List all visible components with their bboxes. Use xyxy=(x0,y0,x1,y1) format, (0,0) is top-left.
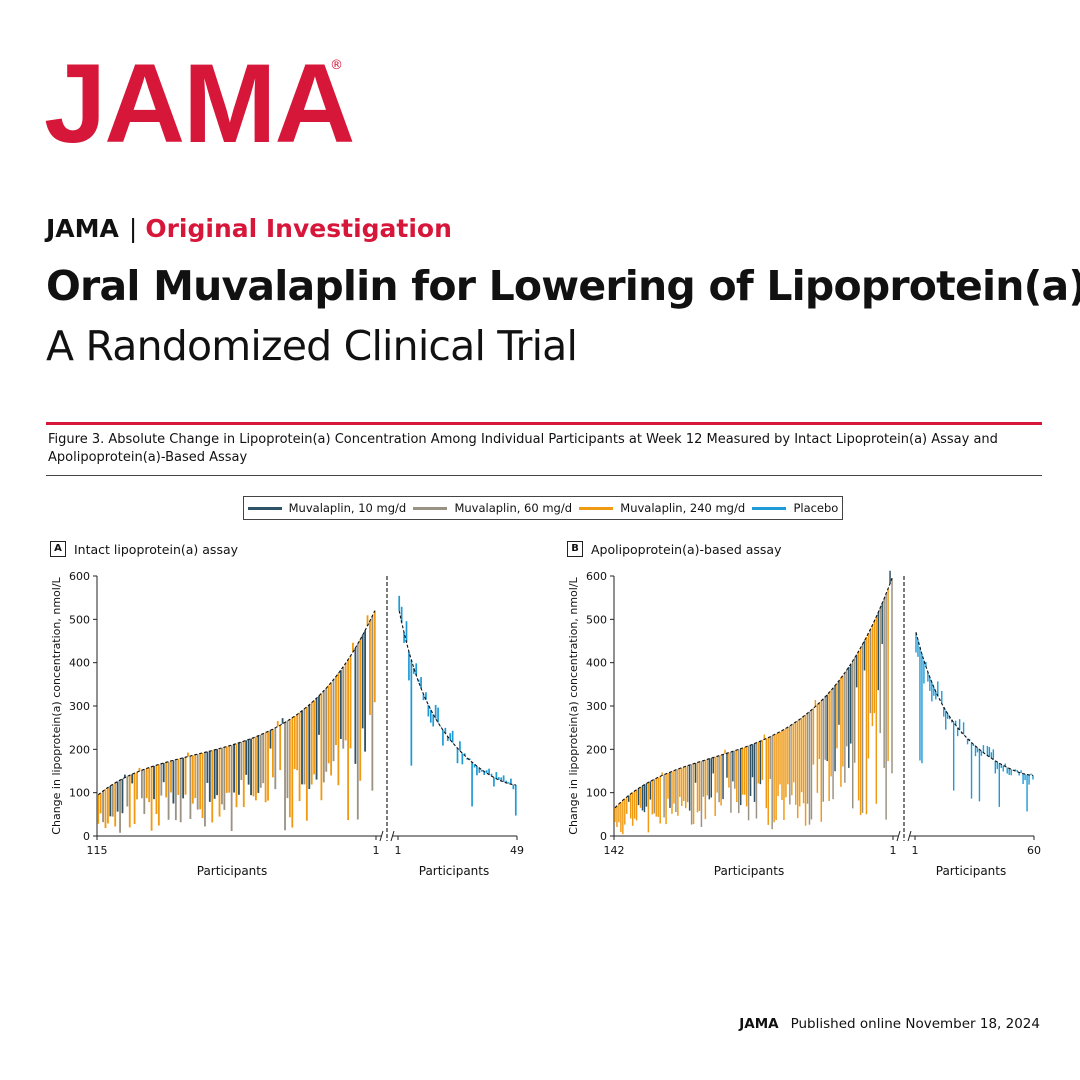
y-tick-label: 200 xyxy=(69,743,90,756)
x-tick-label: 49 xyxy=(510,844,524,857)
legend-swatch xyxy=(579,506,614,510)
kicker-section: Original Investigation xyxy=(145,214,452,243)
footer-published: Published online November 18, 2024 xyxy=(790,1016,1040,1032)
article-subtitle: A Randomized Clinical Trial xyxy=(46,322,578,370)
figure-caption: Figure 3. Absolute Change in Lipoprotein… xyxy=(48,432,998,465)
legend-label: Placebo xyxy=(793,501,839,515)
baseline-curve-right xyxy=(398,610,516,786)
baseline-curve-left xyxy=(614,578,893,809)
x-tick-label: 60 xyxy=(1027,844,1041,857)
y-tick-label: 0 xyxy=(83,830,90,843)
panel-b-label: B Apolipoprotein(a)-based assay xyxy=(567,541,781,557)
x-axis-label-right: Participants xyxy=(419,864,490,878)
baseline-curve-left xyxy=(97,610,376,796)
chart-panel-b: 0 100 200 300 400 500 600 Change in lipoprotein… xyxy=(567,570,1041,878)
legend-label: Muvalaplin, 240 mg/d xyxy=(620,501,746,515)
x-tick-label: 1 xyxy=(395,844,402,857)
footer-journal: JAMA xyxy=(739,1016,779,1032)
y-axis-label: Change in lipoprotein(a) concentration, … xyxy=(567,576,580,834)
y-tick-label: 100 xyxy=(69,787,90,800)
kicker-journal: JAMA xyxy=(46,214,119,243)
y-tick-label: 400 xyxy=(69,657,90,670)
y-tick-label: 0 xyxy=(600,830,607,843)
article-title: Oral Muvalaplin for Lowering of Lipoprot… xyxy=(46,262,1080,310)
footer: JAMA Published online November 18, 2024 xyxy=(739,1016,1040,1032)
article-kicker: JAMA | Original Investigation xyxy=(46,214,452,243)
y-tick-label: 500 xyxy=(586,613,607,626)
kicker-separator: | xyxy=(128,214,138,243)
y-tick-label: 500 xyxy=(69,613,90,626)
caption-rule xyxy=(46,475,1042,476)
legend-swatch xyxy=(247,506,282,510)
legend-item: Muvalaplin, 240 mg/d xyxy=(579,501,745,515)
baseline-curve-right xyxy=(915,632,1034,776)
figure-top-rule xyxy=(46,422,1042,425)
y-tick-label: 300 xyxy=(69,700,90,713)
panel-a-letter: A xyxy=(50,541,66,557)
x-tick-label: 1 xyxy=(912,844,919,857)
y-tick-label: 100 xyxy=(586,787,607,800)
panel-a-title: Intact lipoprotein(a) assay xyxy=(74,541,239,557)
axis-break-mark xyxy=(379,830,395,842)
x-tick-label: 1 xyxy=(890,844,897,857)
axis-break-mark xyxy=(896,830,912,842)
chart-legend: Muvalaplin, 10 mg/d Muvalaplin, 60 mg/d … xyxy=(243,496,843,520)
panel-a-label: A Intact lipoprotein(a) assay xyxy=(50,541,238,557)
legend-item: Muvalaplin, 10 mg/d xyxy=(247,501,407,515)
legend-label: Muvalaplin, 60 mg/d xyxy=(454,501,573,515)
panel-b-letter: B xyxy=(567,541,583,557)
x-tick-label: 115 xyxy=(87,844,108,857)
x-axis-label-left: Participants xyxy=(714,864,785,878)
x-tick-label: 142 xyxy=(604,844,625,857)
y-tick-label: 300 xyxy=(586,700,607,713)
y-tick-label: 600 xyxy=(69,570,90,583)
panel-b-title: Apolipoprotein(a)-based assay xyxy=(591,541,782,557)
chart-panel-a: 0 100 200 300 400 500 600 Change in lipoprotein… xyxy=(50,570,524,878)
legend-item: Muvalaplin, 60 mg/d xyxy=(413,501,572,515)
y-tick-label: 600 xyxy=(586,570,607,583)
x-tick-label: 1 xyxy=(373,844,380,857)
y-tick-label: 200 xyxy=(586,743,607,756)
x-axis-label-right: Participants xyxy=(936,864,1007,878)
legend-item: Placebo xyxy=(752,501,838,515)
jama-logo: JAMA xyxy=(44,41,355,166)
y-axis-label: Change in lipoprotein(a) concentration, … xyxy=(50,576,63,834)
registered-mark: ® xyxy=(330,58,343,73)
legend-label: Muvalaplin, 10 mg/d xyxy=(288,501,407,515)
legend-swatch xyxy=(413,506,448,510)
x-axis-label-left: Participants xyxy=(197,864,268,878)
y-tick-label: 400 xyxy=(586,657,607,670)
legend-swatch xyxy=(752,506,787,510)
